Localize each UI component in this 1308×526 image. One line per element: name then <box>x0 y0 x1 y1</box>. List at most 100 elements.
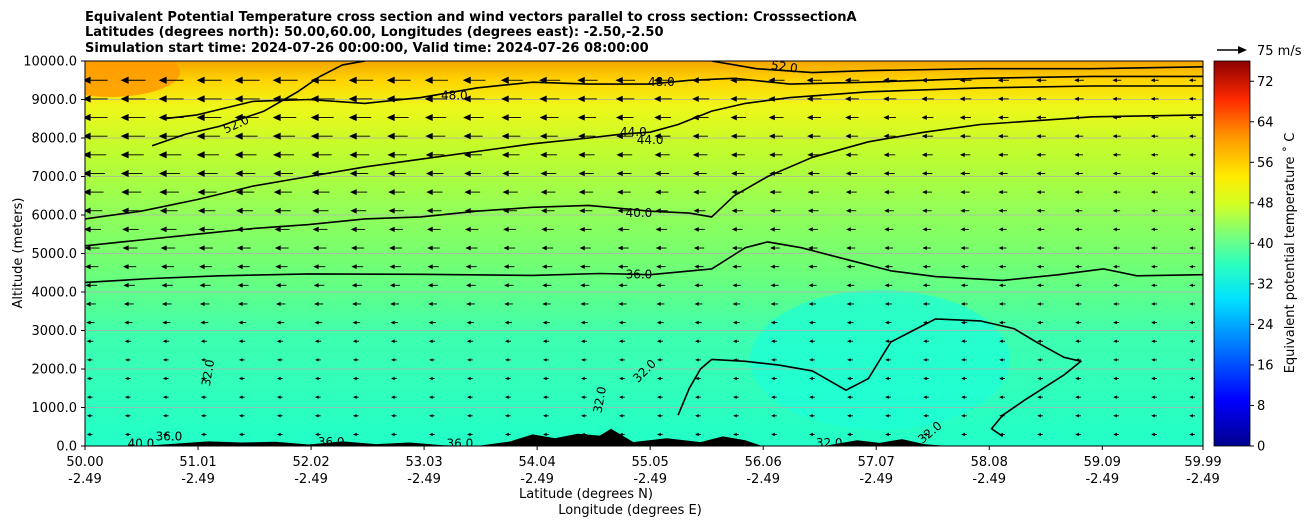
wind-vector-head <box>617 245 623 251</box>
wind-vector-head <box>771 358 775 362</box>
wind-vector-head <box>619 395 623 399</box>
wind-vector-head <box>310 113 319 122</box>
wind-vector-head <box>847 432 851 437</box>
wind-vector-head <box>998 208 1003 213</box>
wind-vector-head <box>961 358 965 362</box>
wind-vector-head <box>579 245 585 251</box>
wind-vector-head <box>234 151 243 159</box>
wind-vector-head <box>85 151 91 159</box>
wind-vector-head <box>883 171 889 176</box>
wind-vector-head <box>503 264 509 269</box>
wind-vector-head <box>846 283 851 288</box>
wind-vector-head <box>352 414 357 418</box>
wind-vector-head <box>352 395 357 399</box>
wind-vector-head <box>884 302 889 306</box>
wind-vector-head <box>846 320 851 325</box>
wind-vector-head <box>1037 320 1041 325</box>
wind-vector-head <box>808 302 813 306</box>
wind-vector-head <box>390 339 395 343</box>
wind-vector-head <box>543 358 547 362</box>
x-tick-label-lon: -2.49 <box>181 472 215 487</box>
colorbar <box>1213 60 1251 447</box>
wind-vector-head <box>616 170 623 177</box>
wind-vector-head <box>1074 227 1079 232</box>
wind-vector-head <box>467 432 471 437</box>
wind-vector-head <box>657 414 661 418</box>
wind-vector-head <box>543 432 547 437</box>
y-tick-label: 1000.0 <box>32 401 78 416</box>
wind-vector-head <box>428 358 433 362</box>
wind-vector-head <box>351 264 357 270</box>
wind-vector-head <box>386 113 395 122</box>
wind-vector-head <box>770 264 775 269</box>
wind-vector-head <box>961 376 965 381</box>
wind-vector-head <box>617 208 623 214</box>
x-tick-label-lon: -2.49 <box>294 472 328 487</box>
wind-vector-head <box>425 132 433 140</box>
contour-label: 52.0 <box>770 58 798 76</box>
wind-vector-head <box>238 339 243 343</box>
wind-vector-head <box>1036 264 1041 269</box>
wind-vector-head <box>352 301 357 307</box>
wind-vector-head <box>885 395 889 399</box>
wind-vector-head <box>885 376 889 381</box>
contour-label: 40.0 <box>626 206 653 220</box>
wind-vector-head <box>237 264 243 270</box>
x-tick-label-lat: 59.09 <box>1084 455 1121 470</box>
x-tick-label-lat: 59.99 <box>1184 455 1221 470</box>
wind-vector-head <box>1112 78 1117 83</box>
colorbar-ticks: 0 8 16 24 32 40 48 56 64 72 <box>1250 75 1274 455</box>
wind-vector-head <box>85 264 91 270</box>
wind-vector-head <box>1036 283 1041 288</box>
wind-vector-head <box>923 414 927 418</box>
wind-vector-head <box>86 358 91 362</box>
wind-vector-head <box>122 264 129 270</box>
wind-vector-head <box>427 283 433 288</box>
wind-vector-head <box>921 133 927 139</box>
wind-vector-head <box>235 170 243 177</box>
wind-vector-head <box>1037 358 1041 362</box>
wind-vector-head <box>390 395 395 399</box>
wind-vector-head <box>1112 134 1117 139</box>
x-tick-label-lat: 58.08 <box>971 455 1008 470</box>
wind-vector-head <box>961 432 965 437</box>
wind-vector-head <box>581 376 585 381</box>
wind-vector-head <box>884 320 889 325</box>
wind-vector-head <box>122 245 129 251</box>
wind-vector-head <box>921 171 927 176</box>
wind-vector-head <box>348 95 357 103</box>
wind-vector-head <box>580 283 585 288</box>
contour-label: 40.0 <box>128 437 155 451</box>
wind-vector-head <box>120 95 129 103</box>
wind-vector-head <box>120 76 129 84</box>
wind-vector-head <box>276 320 281 325</box>
wind-vector-head <box>234 132 243 140</box>
wind-vector-head <box>808 245 813 251</box>
wind-vector-head <box>1188 78 1193 83</box>
wind-vector-head <box>505 395 509 399</box>
wind-vector-head <box>1036 171 1041 176</box>
wind-vector-head <box>502 189 509 195</box>
wind-vector-head <box>387 170 395 177</box>
wind-vector-head <box>577 114 585 121</box>
wind-vector-head <box>311 151 319 159</box>
wind-vector-head <box>1112 152 1117 157</box>
wind-vector-head <box>197 188 205 196</box>
wind-vector-head <box>807 171 813 176</box>
wind-vector-head <box>959 115 965 120</box>
wind-vector-head <box>200 376 205 381</box>
wind-vector-head <box>695 376 699 381</box>
wind-vector-head <box>85 226 91 233</box>
wind-vector-head <box>465 226 471 232</box>
wind-vector-head <box>1113 358 1117 362</box>
wind-vector-head <box>1074 152 1079 157</box>
wind-vector-head <box>501 114 509 121</box>
y-tick-label: 5000.0 <box>32 247 78 262</box>
wind-vector-head <box>1112 227 1117 232</box>
wind-vector-head <box>692 95 699 102</box>
x-axis: 50.00 -2.49 51.01 -2.49 52.02 -2.49 53.03 -2.49… <box>66 446 1222 487</box>
wind-vector-head <box>847 339 851 343</box>
wind-vector-head <box>276 358 281 362</box>
wind-vector-head <box>314 301 319 307</box>
wind-vector-head <box>428 339 433 343</box>
